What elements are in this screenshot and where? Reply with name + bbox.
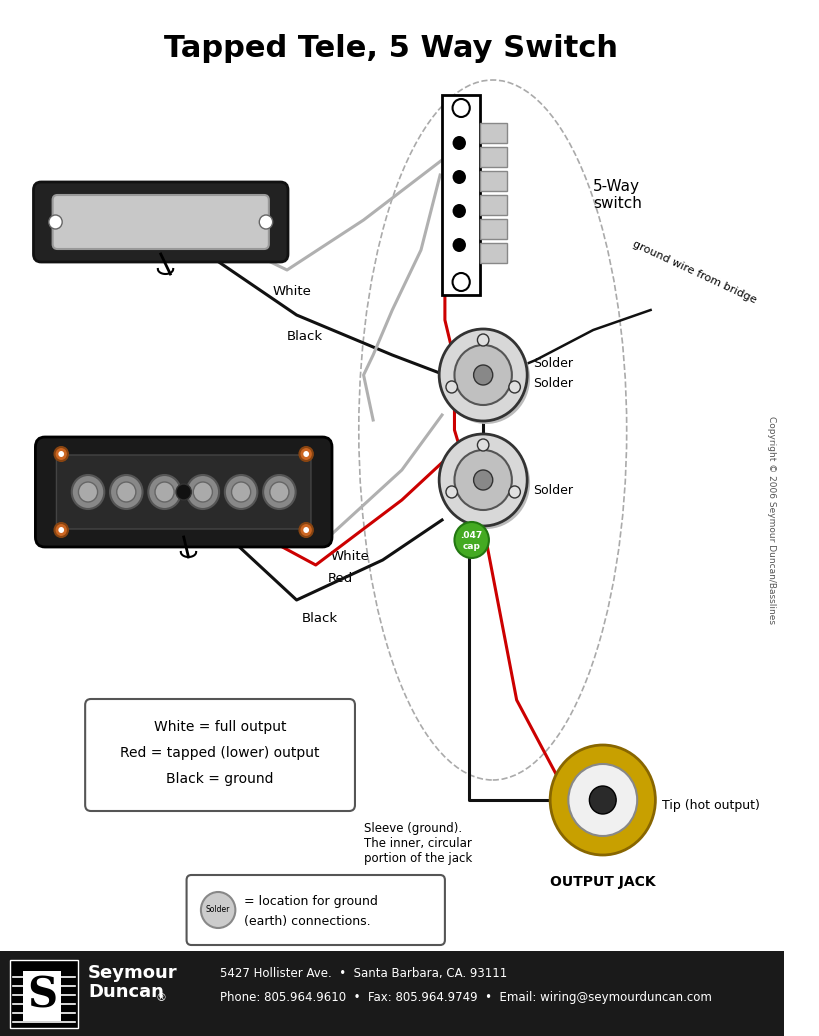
Text: OUTPUT JACK: OUTPUT JACK <box>550 875 655 889</box>
Circle shape <box>590 786 616 814</box>
Circle shape <box>455 522 489 558</box>
FancyBboxPatch shape <box>34 182 288 262</box>
Bar <box>0 951 784 1036</box>
Text: Black: Black <box>301 612 337 625</box>
Text: cap: cap <box>463 542 481 550</box>
Circle shape <box>49 215 62 229</box>
Circle shape <box>303 527 309 533</box>
Circle shape <box>55 523 68 537</box>
Circle shape <box>225 474 257 509</box>
Circle shape <box>550 745 655 855</box>
Text: = location for ground: = location for ground <box>244 895 378 909</box>
Bar <box>480 195 507 215</box>
Text: Solder: Solder <box>533 356 573 370</box>
Text: ground wire from bridge: ground wire from bridge <box>631 238 758 305</box>
Circle shape <box>446 381 458 393</box>
Circle shape <box>453 170 466 184</box>
Text: 5427 Hollister Ave.  •  Santa Barbara, CA. 93111: 5427 Hollister Ave. • Santa Barbara, CA.… <box>220 968 507 980</box>
Circle shape <box>442 332 530 424</box>
Circle shape <box>72 474 104 509</box>
Bar <box>10 960 79 1028</box>
Circle shape <box>509 381 520 393</box>
Text: .047: .047 <box>460 530 483 540</box>
FancyBboxPatch shape <box>52 195 269 249</box>
Bar <box>442 95 480 295</box>
Circle shape <box>232 482 251 502</box>
Bar <box>480 171 507 191</box>
Text: Black: Black <box>287 330 324 343</box>
Circle shape <box>509 486 520 498</box>
Circle shape <box>148 474 181 509</box>
Circle shape <box>201 892 235 928</box>
Text: Solder: Solder <box>206 905 230 915</box>
Circle shape <box>176 484 192 500</box>
Text: Solder: Solder <box>533 376 573 390</box>
Circle shape <box>300 447 313 461</box>
Circle shape <box>453 238 466 252</box>
Circle shape <box>453 136 466 150</box>
Circle shape <box>263 474 296 509</box>
Circle shape <box>260 215 273 229</box>
Circle shape <box>193 482 212 502</box>
Circle shape <box>117 482 136 502</box>
Text: Red = tapped (lower) output: Red = tapped (lower) output <box>120 746 319 760</box>
Circle shape <box>477 439 489 451</box>
Circle shape <box>455 345 512 405</box>
Circle shape <box>439 329 527 421</box>
Text: White: White <box>273 285 311 298</box>
Circle shape <box>453 99 470 117</box>
Circle shape <box>446 486 458 498</box>
Text: S: S <box>27 975 57 1017</box>
Bar <box>480 243 507 263</box>
Text: 5-Way
switch: 5-Way switch <box>593 179 642 211</box>
FancyBboxPatch shape <box>187 875 445 945</box>
Circle shape <box>442 437 530 529</box>
Circle shape <box>473 365 493 385</box>
Circle shape <box>568 764 637 836</box>
Circle shape <box>473 470 493 490</box>
Circle shape <box>303 451 309 457</box>
Bar <box>480 123 507 143</box>
Circle shape <box>155 482 174 502</box>
Circle shape <box>269 482 289 502</box>
Text: Sleeve (ground).
The inner, circular
portion of the jack: Sleeve (ground). The inner, circular por… <box>364 822 472 865</box>
Text: Tip (hot output): Tip (hot output) <box>662 799 760 811</box>
Text: Duncan: Duncan <box>88 983 164 1001</box>
Circle shape <box>110 474 143 509</box>
Text: Red: Red <box>328 572 354 585</box>
Bar <box>480 147 507 167</box>
Circle shape <box>453 274 470 291</box>
Text: Seymour: Seymour <box>88 965 178 982</box>
Bar <box>480 219 507 239</box>
Circle shape <box>477 334 489 346</box>
Circle shape <box>439 434 527 526</box>
Circle shape <box>455 450 512 510</box>
Text: White = full output: White = full output <box>154 720 287 733</box>
Text: Tapped Tele, 5 Way Switch: Tapped Tele, 5 Way Switch <box>165 33 618 62</box>
Text: White: White <box>330 550 369 563</box>
Circle shape <box>58 527 64 533</box>
Circle shape <box>453 204 466 218</box>
Circle shape <box>55 447 68 461</box>
Circle shape <box>300 523 313 537</box>
Text: Black = ground: Black = ground <box>166 772 274 786</box>
Text: (earth) connections.: (earth) connections. <box>244 916 371 928</box>
Text: ®: ® <box>156 992 167 1003</box>
FancyBboxPatch shape <box>35 437 332 547</box>
Circle shape <box>58 451 64 457</box>
Text: Phone: 805.964.9610  •  Fax: 805.964.9749  •  Email: wiring@seymourduncan.com: Phone: 805.964.9610 • Fax: 805.964.9749 … <box>220 991 712 1005</box>
Text: Copyright © 2006 Seymour Duncan/Basslines: Copyright © 2006 Seymour Duncan/Bassline… <box>767 416 776 624</box>
FancyBboxPatch shape <box>85 699 355 811</box>
FancyBboxPatch shape <box>57 455 311 529</box>
Text: Solder: Solder <box>533 484 573 496</box>
Circle shape <box>79 482 97 502</box>
Circle shape <box>187 474 219 509</box>
